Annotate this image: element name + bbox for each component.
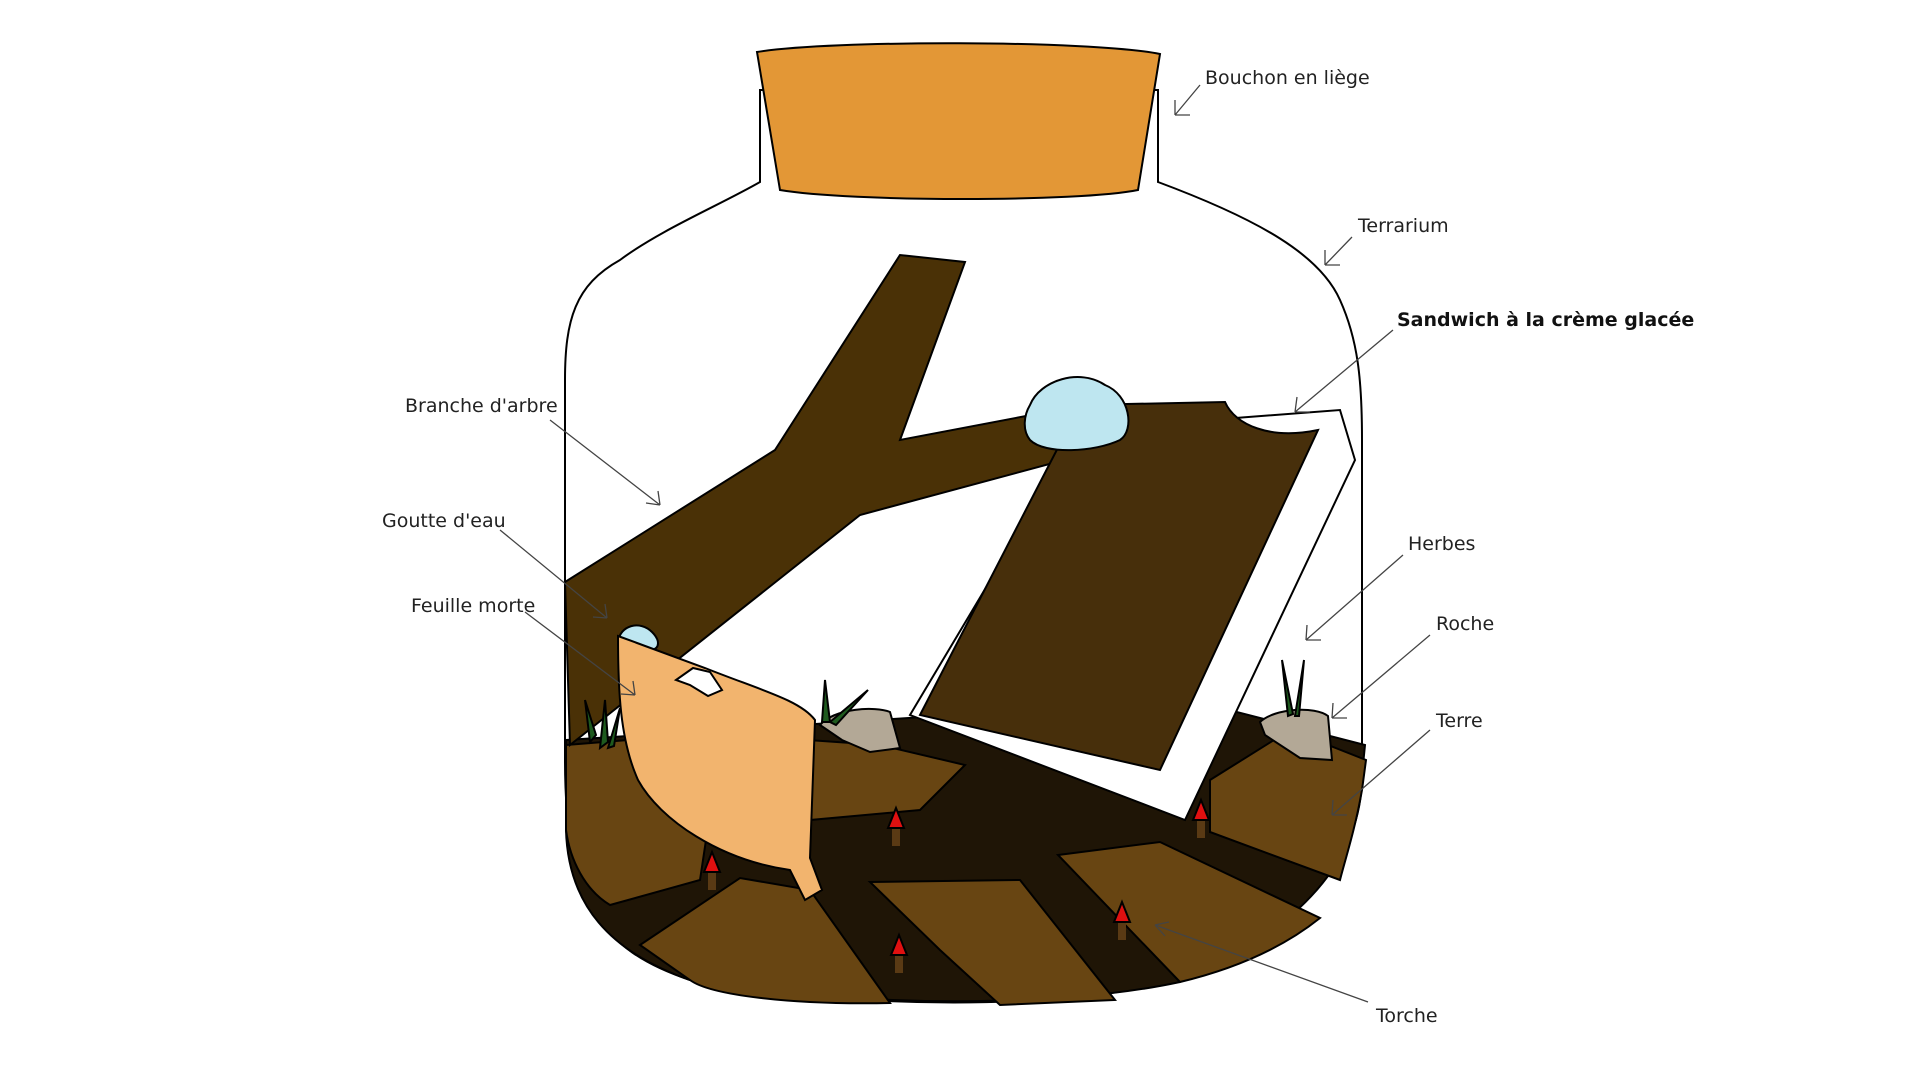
soil-patch-right <box>1209 728 1368 882</box>
torch-icon-5 <box>1191 797 1211 838</box>
label-terrarium: Terrarium <box>1357 215 1449 237</box>
soil-patch-right-low <box>1055 840 1322 984</box>
label-sandwich: Sandwich à la crème glacée <box>1397 309 1694 331</box>
torch-icon-2 <box>886 805 906 846</box>
label-rock: Roche <box>1436 613 1494 635</box>
leaf-hole <box>673 666 724 698</box>
grass-tuft-center <box>820 679 869 727</box>
grass-tuft-left <box>584 699 621 751</box>
label-branch: Branche d'arbre <box>405 395 558 417</box>
water-drop-large <box>1023 376 1130 452</box>
cork <box>755 42 1162 200</box>
grass-tuft-right <box>1281 659 1305 718</box>
soil-patch-middle-left <box>638 876 892 1005</box>
torch-icon-1 <box>702 849 722 890</box>
label-torch: Torche <box>1375 1005 1438 1027</box>
leader-lines <box>499 84 1431 1003</box>
rock-right <box>1258 708 1334 762</box>
label-water: Goutte d'eau <box>382 510 506 532</box>
label-cork: Bouchon en liège <box>1205 67 1370 89</box>
label-grass: Herbes <box>1408 533 1475 555</box>
torch-icon-3 <box>889 932 909 973</box>
label-leaf: Feuille morte <box>411 595 535 617</box>
tree-branch <box>563 253 1122 748</box>
torch-icon-4 <box>1112 899 1132 940</box>
label-soil: Terre <box>1435 710 1483 732</box>
ice-cream-sandwich-cookie <box>918 400 1320 772</box>
soil-patch-middle <box>867 878 1117 1007</box>
dead-leaf <box>616 634 824 902</box>
